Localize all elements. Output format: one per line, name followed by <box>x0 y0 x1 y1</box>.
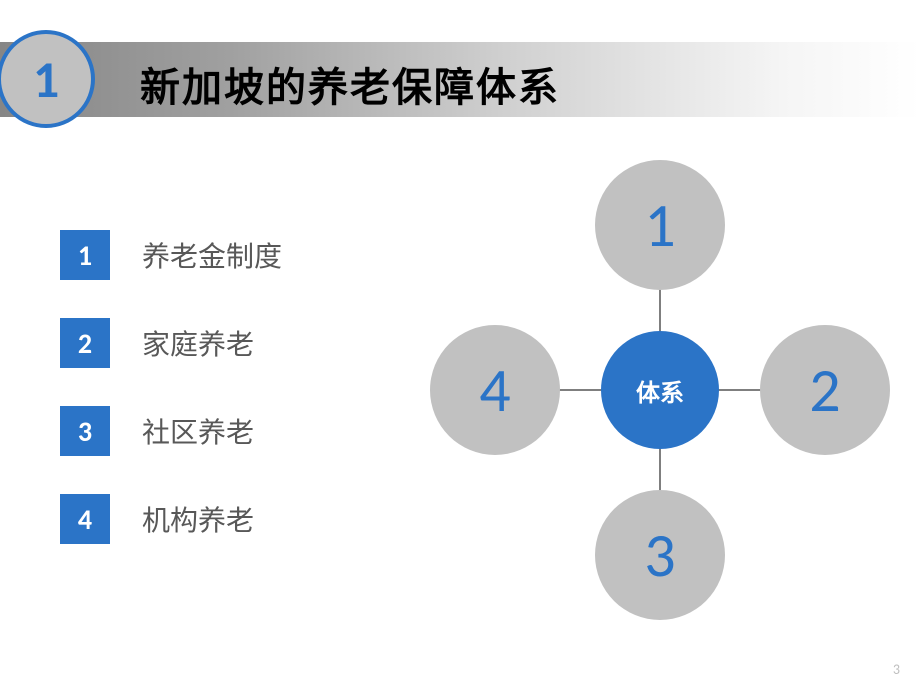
list-item: 2 家庭养老 <box>60 318 282 368</box>
page-number: 3 <box>893 661 900 678</box>
diagram-center: 体系 <box>601 331 719 449</box>
diagram-node-left: 4 <box>430 325 560 455</box>
center-label: 体系 <box>636 373 684 408</box>
list-container: 1 养老金制度 2 家庭养老 3 社区养老 4 机构养老 <box>60 230 282 582</box>
list-number-box: 4 <box>60 494 110 544</box>
node-label: 2 <box>809 352 840 428</box>
list-number-box: 3 <box>60 406 110 456</box>
header-badge: 1 <box>0 30 95 128</box>
list-label: 社区养老 <box>142 411 254 451</box>
list-item: 4 机构养老 <box>60 494 282 544</box>
list-number-box: 2 <box>60 318 110 368</box>
diagram-node-right: 2 <box>760 325 890 455</box>
list-item: 1 养老金制度 <box>60 230 282 280</box>
diagram-node-top: 1 <box>595 160 725 290</box>
list-label: 机构养老 <box>142 499 254 539</box>
list-number-box: 1 <box>60 230 110 280</box>
node-label: 1 <box>644 187 675 263</box>
radial-diagram: 1 2 3 4 体系 <box>430 160 890 620</box>
list-item: 3 社区养老 <box>60 406 282 456</box>
node-label: 4 <box>479 352 510 428</box>
diagram-node-bottom: 3 <box>595 490 725 620</box>
list-label: 养老金制度 <box>142 235 282 275</box>
list-label: 家庭养老 <box>142 323 254 363</box>
header-number: 1 <box>33 47 59 111</box>
node-label: 3 <box>644 517 675 593</box>
page-title: 新加坡的养老保障体系 <box>140 55 560 113</box>
